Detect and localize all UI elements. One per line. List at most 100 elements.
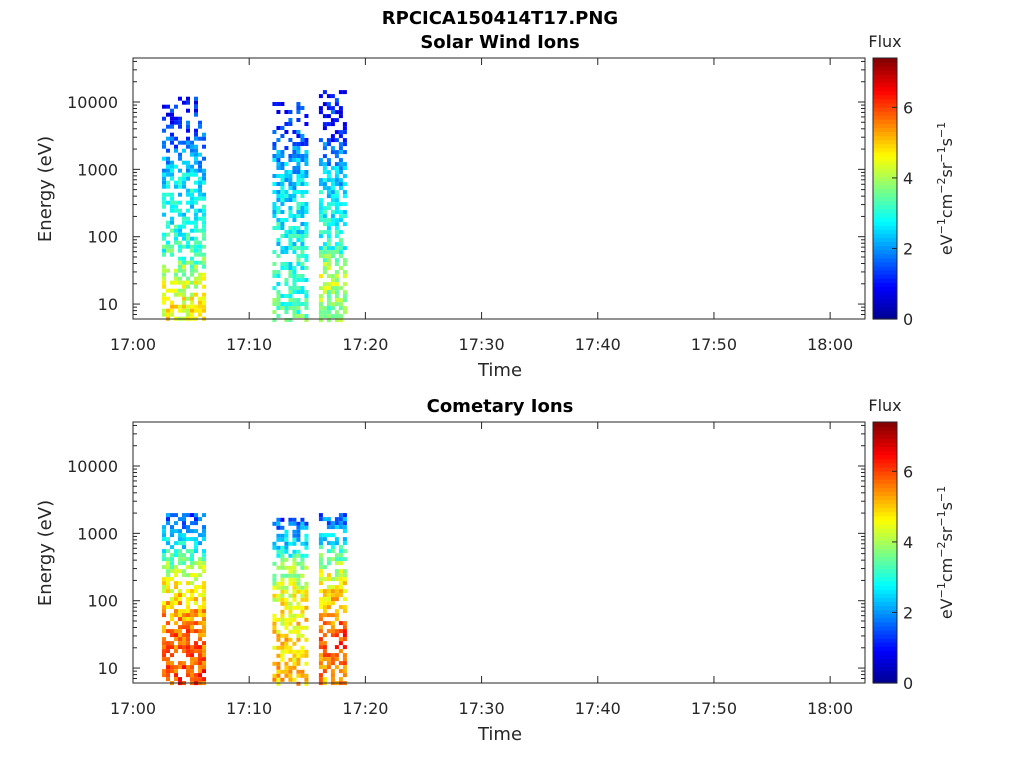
flux-cell	[330, 134, 335, 139]
flux-cell	[190, 513, 194, 518]
colorbar-swatch	[873, 564, 897, 570]
flux-cell	[174, 116, 178, 121]
colorbar-swatch	[873, 233, 897, 239]
flux-cell	[276, 174, 281, 178]
flux-cell	[284, 230, 289, 234]
flux-cell	[300, 553, 305, 558]
flux-cell	[318, 661, 323, 666]
flux-cell	[280, 154, 285, 158]
flux-cell	[190, 244, 194, 249]
flux-cell	[170, 160, 174, 165]
colorbar-swatch	[873, 532, 897, 537]
flux-cell	[174, 148, 178, 153]
flux-cell	[326, 577, 331, 582]
colorbar-swatch	[873, 446, 897, 452]
flux-cell	[300, 589, 305, 594]
flux-cell	[166, 573, 170, 578]
flux-cell	[330, 625, 335, 630]
flux-cell	[318, 657, 323, 662]
flux-cell	[170, 200, 174, 205]
flux-cell	[284, 617, 289, 622]
flux-cell	[186, 557, 190, 562]
flux-cell	[276, 633, 281, 638]
flux-cell	[162, 673, 166, 678]
flux-cell	[338, 641, 343, 646]
flux-cell	[296, 621, 301, 626]
flux-cell	[318, 565, 323, 570]
flux-cell	[326, 170, 331, 175]
flux-cell	[194, 601, 198, 606]
flux-cell	[198, 276, 202, 281]
flux-cell	[304, 190, 309, 194]
flux-cell	[162, 529, 166, 534]
colorbar-tick-label: 2	[903, 603, 913, 622]
flux-cell	[330, 673, 335, 678]
colorbar-swatch	[873, 479, 897, 484]
flux-cell	[304, 122, 309, 126]
flux-cell	[288, 573, 293, 578]
flux-cell	[342, 573, 347, 578]
flux-cell	[334, 230, 339, 235]
flux-cell	[190, 565, 194, 570]
colorbar-swatch	[873, 270, 897, 275]
flux-cell	[202, 629, 206, 634]
flux-cell	[296, 310, 301, 314]
flux-cell	[178, 661, 182, 666]
flux-cell	[342, 294, 347, 299]
flux-cell	[284, 645, 289, 650]
flux-cell	[198, 593, 202, 598]
flux-cell	[296, 302, 301, 306]
flux-cell	[182, 533, 186, 538]
flux-cell	[304, 545, 309, 550]
flux-cell	[194, 308, 198, 313]
flux-cell	[276, 673, 281, 678]
flux-cell	[326, 613, 331, 618]
flux-cell	[292, 629, 297, 634]
colorbar-swatch	[873, 151, 897, 157]
flux-cell	[330, 198, 335, 203]
flux-cell	[342, 194, 347, 199]
flux-cell	[174, 180, 178, 185]
flux-cell	[166, 629, 170, 634]
flux-cell	[300, 266, 305, 270]
flux-cell	[178, 533, 182, 538]
flux-cell	[198, 244, 202, 249]
colorbar-swatch	[873, 249, 897, 255]
flux-cell	[326, 561, 331, 566]
flux-cell	[334, 318, 339, 323]
colorbar-swatch	[873, 625, 897, 631]
flux-cell	[304, 537, 309, 542]
flux-cell	[322, 250, 327, 255]
flux-cell	[304, 318, 309, 322]
flux-cell	[326, 242, 331, 247]
colorbar-swatch	[873, 265, 897, 271]
flux-cell	[284, 234, 289, 238]
flux-cell	[342, 210, 347, 215]
flux-cell	[296, 314, 301, 318]
flux-cell	[162, 140, 166, 145]
flux-cell	[186, 625, 190, 630]
flux-cell	[338, 513, 343, 518]
colorbar-swatch	[873, 70, 897, 75]
colorbar-swatch	[873, 58, 897, 63]
flux-cell	[190, 256, 194, 261]
flux-cell	[272, 577, 277, 582]
flux-cell	[276, 270, 281, 274]
solar-wind-panel: Solar Wind Ions 17:00 17:10 17:20 17:30 17:4…	[35, 32, 956, 381]
flux-cell	[292, 298, 297, 302]
flux-cell	[178, 601, 182, 606]
flux-cell	[202, 513, 206, 518]
flux-cell	[190, 264, 194, 269]
flux-cell	[318, 298, 323, 303]
flux-cell	[288, 122, 293, 126]
colorbar-swatch	[873, 90, 897, 96]
flux-cell	[280, 182, 285, 186]
flux-cell	[334, 250, 339, 255]
flux-cell	[162, 104, 166, 109]
flux-cell	[288, 138, 293, 142]
flux-cell	[288, 517, 293, 522]
flux-cell	[338, 585, 343, 590]
flux-cell	[330, 94, 335, 99]
flux-cell	[166, 220, 170, 225]
flux-cell	[284, 605, 289, 610]
